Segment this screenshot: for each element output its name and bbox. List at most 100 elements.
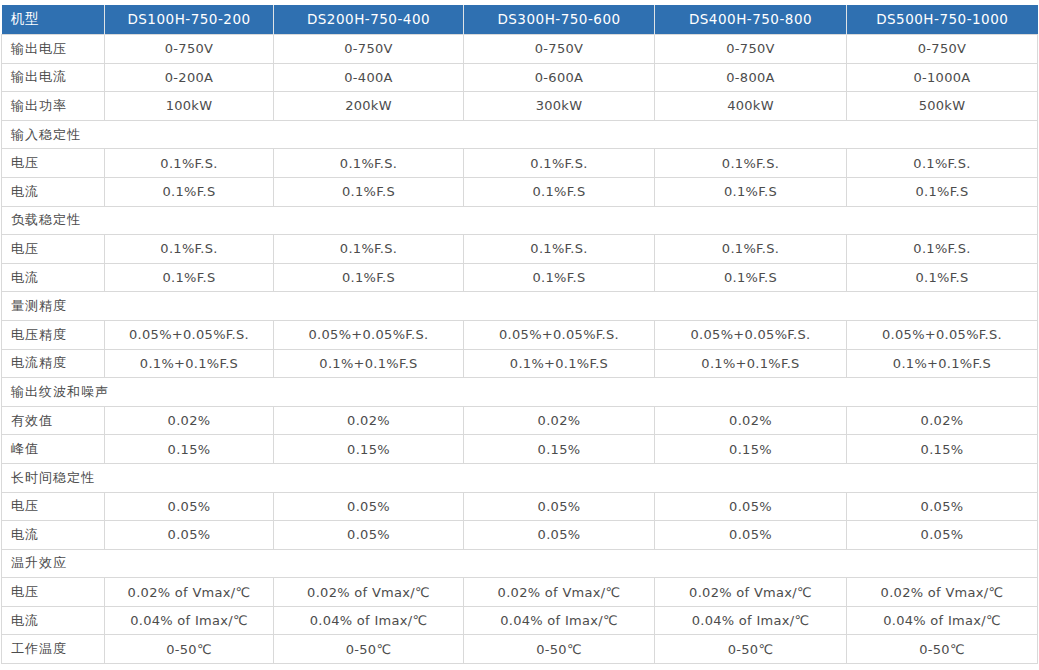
table-body: 输出电压0-750V0-750V0-750V0-750V0-750V输出电流0-… (2, 35, 1038, 664)
spec-value: 0.02% of Vmax/℃ (847, 578, 1038, 607)
spec-value: 0.1%+0.1%F.S (847, 349, 1038, 378)
row-label: 电压 (2, 149, 105, 178)
spec-value: 0.15% (655, 435, 847, 464)
row-label: 电压 (2, 492, 105, 521)
section-row: 输出纹波和噪声 (2, 378, 1038, 407)
spec-value: 0.1%F.S. (105, 149, 274, 178)
spec-value: 0.05% (105, 492, 274, 521)
row-label: 电流 (2, 177, 105, 206)
spec-value: 0.15% (274, 435, 464, 464)
spec-value: 0-50℃ (655, 635, 847, 664)
spec-row: 输出功率100kW200kW300kW400kW500kW (2, 92, 1038, 121)
spec-row: 电流精度0.1%+0.1%F.S0.1%+0.1%F.S0.1%+0.1%F.S… (2, 349, 1038, 378)
spec-value: 0.1%F.S. (655, 235, 847, 264)
spec-value: 0.04% of Imax/℃ (105, 606, 274, 635)
spec-value: 0.1%F.S (847, 177, 1038, 206)
row-label: 电流 (2, 263, 105, 292)
row-label: 输出电流 (2, 63, 105, 92)
spec-value: 0.1%F.S (105, 263, 274, 292)
spec-value: 0.1%F.S. (464, 235, 655, 264)
spec-value: 0.1%F.S. (655, 149, 847, 178)
product-spec-table: 机型 DS100H-750-200 DS200H-750-400 DS300H-… (1, 5, 1038, 664)
spec-value: 0.1%+0.1%F.S (274, 349, 464, 378)
spec-row: 工作温度0-50℃0-50℃0-50℃0-50℃0-50℃ (2, 635, 1038, 664)
spec-value: 0-750V (105, 35, 274, 64)
spec-value: 0.1%+0.1%F.S (105, 349, 274, 378)
spec-row: 电流0.1%F.S0.1%F.S0.1%F.S0.1%F.S0.1%F.S (2, 177, 1038, 206)
spec-value: 0.1%F.S. (847, 235, 1038, 264)
section-title: 长时间稳定性 (2, 463, 1038, 492)
spec-value: 0.1%F.S (464, 263, 655, 292)
spec-value: 0.05% (274, 492, 464, 521)
row-label: 电压 (2, 235, 105, 264)
spec-value: 0.02% (274, 406, 464, 435)
spec-value: 0-750V (274, 35, 464, 64)
spec-value: 0.05% (847, 521, 1038, 550)
spec-table-wrapper: 机型 DS100H-750-200 DS200H-750-400 DS300H-… (0, 0, 1039, 664)
spec-value: 100kW (105, 92, 274, 121)
spec-value: 0.1%F.S. (847, 149, 1038, 178)
spec-value: 0-750V (655, 35, 847, 64)
spec-value: 0-600A (464, 63, 655, 92)
spec-value: 500kW (847, 92, 1038, 121)
spec-row: 电压0.1%F.S.0.1%F.S.0.1%F.S.0.1%F.S.0.1%F.… (2, 149, 1038, 178)
spec-value: 0.1%F.S (655, 263, 847, 292)
row-label: 电压 (2, 578, 105, 607)
spec-row: 有效值0.02%0.02%0.02%0.02%0.02% (2, 406, 1038, 435)
section-row: 负载稳定性 (2, 206, 1038, 235)
spec-value: 0.15% (105, 435, 274, 464)
spec-row: 输出电流0-200A0-400A0-600A0-800A0-1000A (2, 63, 1038, 92)
spec-value: 0.1%F.S (464, 177, 655, 206)
spec-value: 0.1%F.S (655, 177, 847, 206)
row-label: 输出电压 (2, 35, 105, 64)
spec-value: 0-750V (464, 35, 655, 64)
section-row: 输入稳定性 (2, 120, 1038, 149)
table-header-row: 机型 DS100H-750-200 DS200H-750-400 DS300H-… (2, 5, 1038, 35)
spec-value: 0-1000A (847, 63, 1038, 92)
spec-value: 0-50℃ (847, 635, 1038, 664)
section-row: 长时间稳定性 (2, 463, 1038, 492)
row-label: 电压精度 (2, 320, 105, 349)
spec-value: 0-50℃ (274, 635, 464, 664)
spec-value: 0.1%F.S (274, 263, 464, 292)
spec-value: 0.02% of Vmax/℃ (274, 578, 464, 607)
spec-row: 电压0.02% of Vmax/℃0.02% of Vmax/℃0.02% of… (2, 578, 1038, 607)
spec-row: 峰值0.15%0.15%0.15%0.15%0.15% (2, 435, 1038, 464)
section-row: 温升效应 (2, 549, 1038, 578)
row-label: 有效值 (2, 406, 105, 435)
row-label: 峰值 (2, 435, 105, 464)
spec-value: 0-750V (847, 35, 1038, 64)
spec-value: 300kW (464, 92, 655, 121)
spec-value: 0-800A (655, 63, 847, 92)
row-label: 输出功率 (2, 92, 105, 121)
spec-value: 0.04% of Imax/℃ (847, 606, 1038, 635)
section-title: 量测精度 (2, 292, 1038, 321)
spec-value: 0.1%F.S. (105, 235, 274, 264)
section-title: 温升效应 (2, 549, 1038, 578)
spec-value: 0.02% of Vmax/℃ (655, 578, 847, 607)
row-label: 电流 (2, 606, 105, 635)
spec-value: 0.1%+0.1%F.S (464, 349, 655, 378)
spec-row: 电流0.1%F.S0.1%F.S0.1%F.S0.1%F.S0.1%F.S (2, 263, 1038, 292)
spec-row: 电压0.1%F.S.0.1%F.S.0.1%F.S.0.1%F.S.0.1%F.… (2, 235, 1038, 264)
spec-value: 0.1%F.S. (274, 235, 464, 264)
header-model-2: DS200H-750-400 (274, 5, 464, 35)
spec-row: 电压0.05%0.05%0.05%0.05%0.05% (2, 492, 1038, 521)
section-title: 负载稳定性 (2, 206, 1038, 235)
spec-value: 0.02% of Vmax/℃ (464, 578, 655, 607)
spec-value: 0.05% (464, 521, 655, 550)
spec-value: 0-200A (105, 63, 274, 92)
spec-value: 0.15% (847, 435, 1038, 464)
header-model-4: DS400H-750-800 (655, 5, 847, 35)
row-label: 电流精度 (2, 349, 105, 378)
spec-value: 0.02% (105, 406, 274, 435)
spec-value: 0.02% (847, 406, 1038, 435)
spec-value: 0.05% (105, 521, 274, 550)
spec-value: 0.05%+0.05%F.S. (847, 320, 1038, 349)
spec-value: 0.1%F.S (105, 177, 274, 206)
spec-value: 0-50℃ (105, 635, 274, 664)
spec-value: 0.05% (274, 521, 464, 550)
spec-row: 电流0.04% of Imax/℃0.04% of Imax/℃0.04% of… (2, 606, 1038, 635)
header-model-1: DS100H-750-200 (105, 5, 274, 35)
spec-value: 0.05%+0.05%F.S. (274, 320, 464, 349)
